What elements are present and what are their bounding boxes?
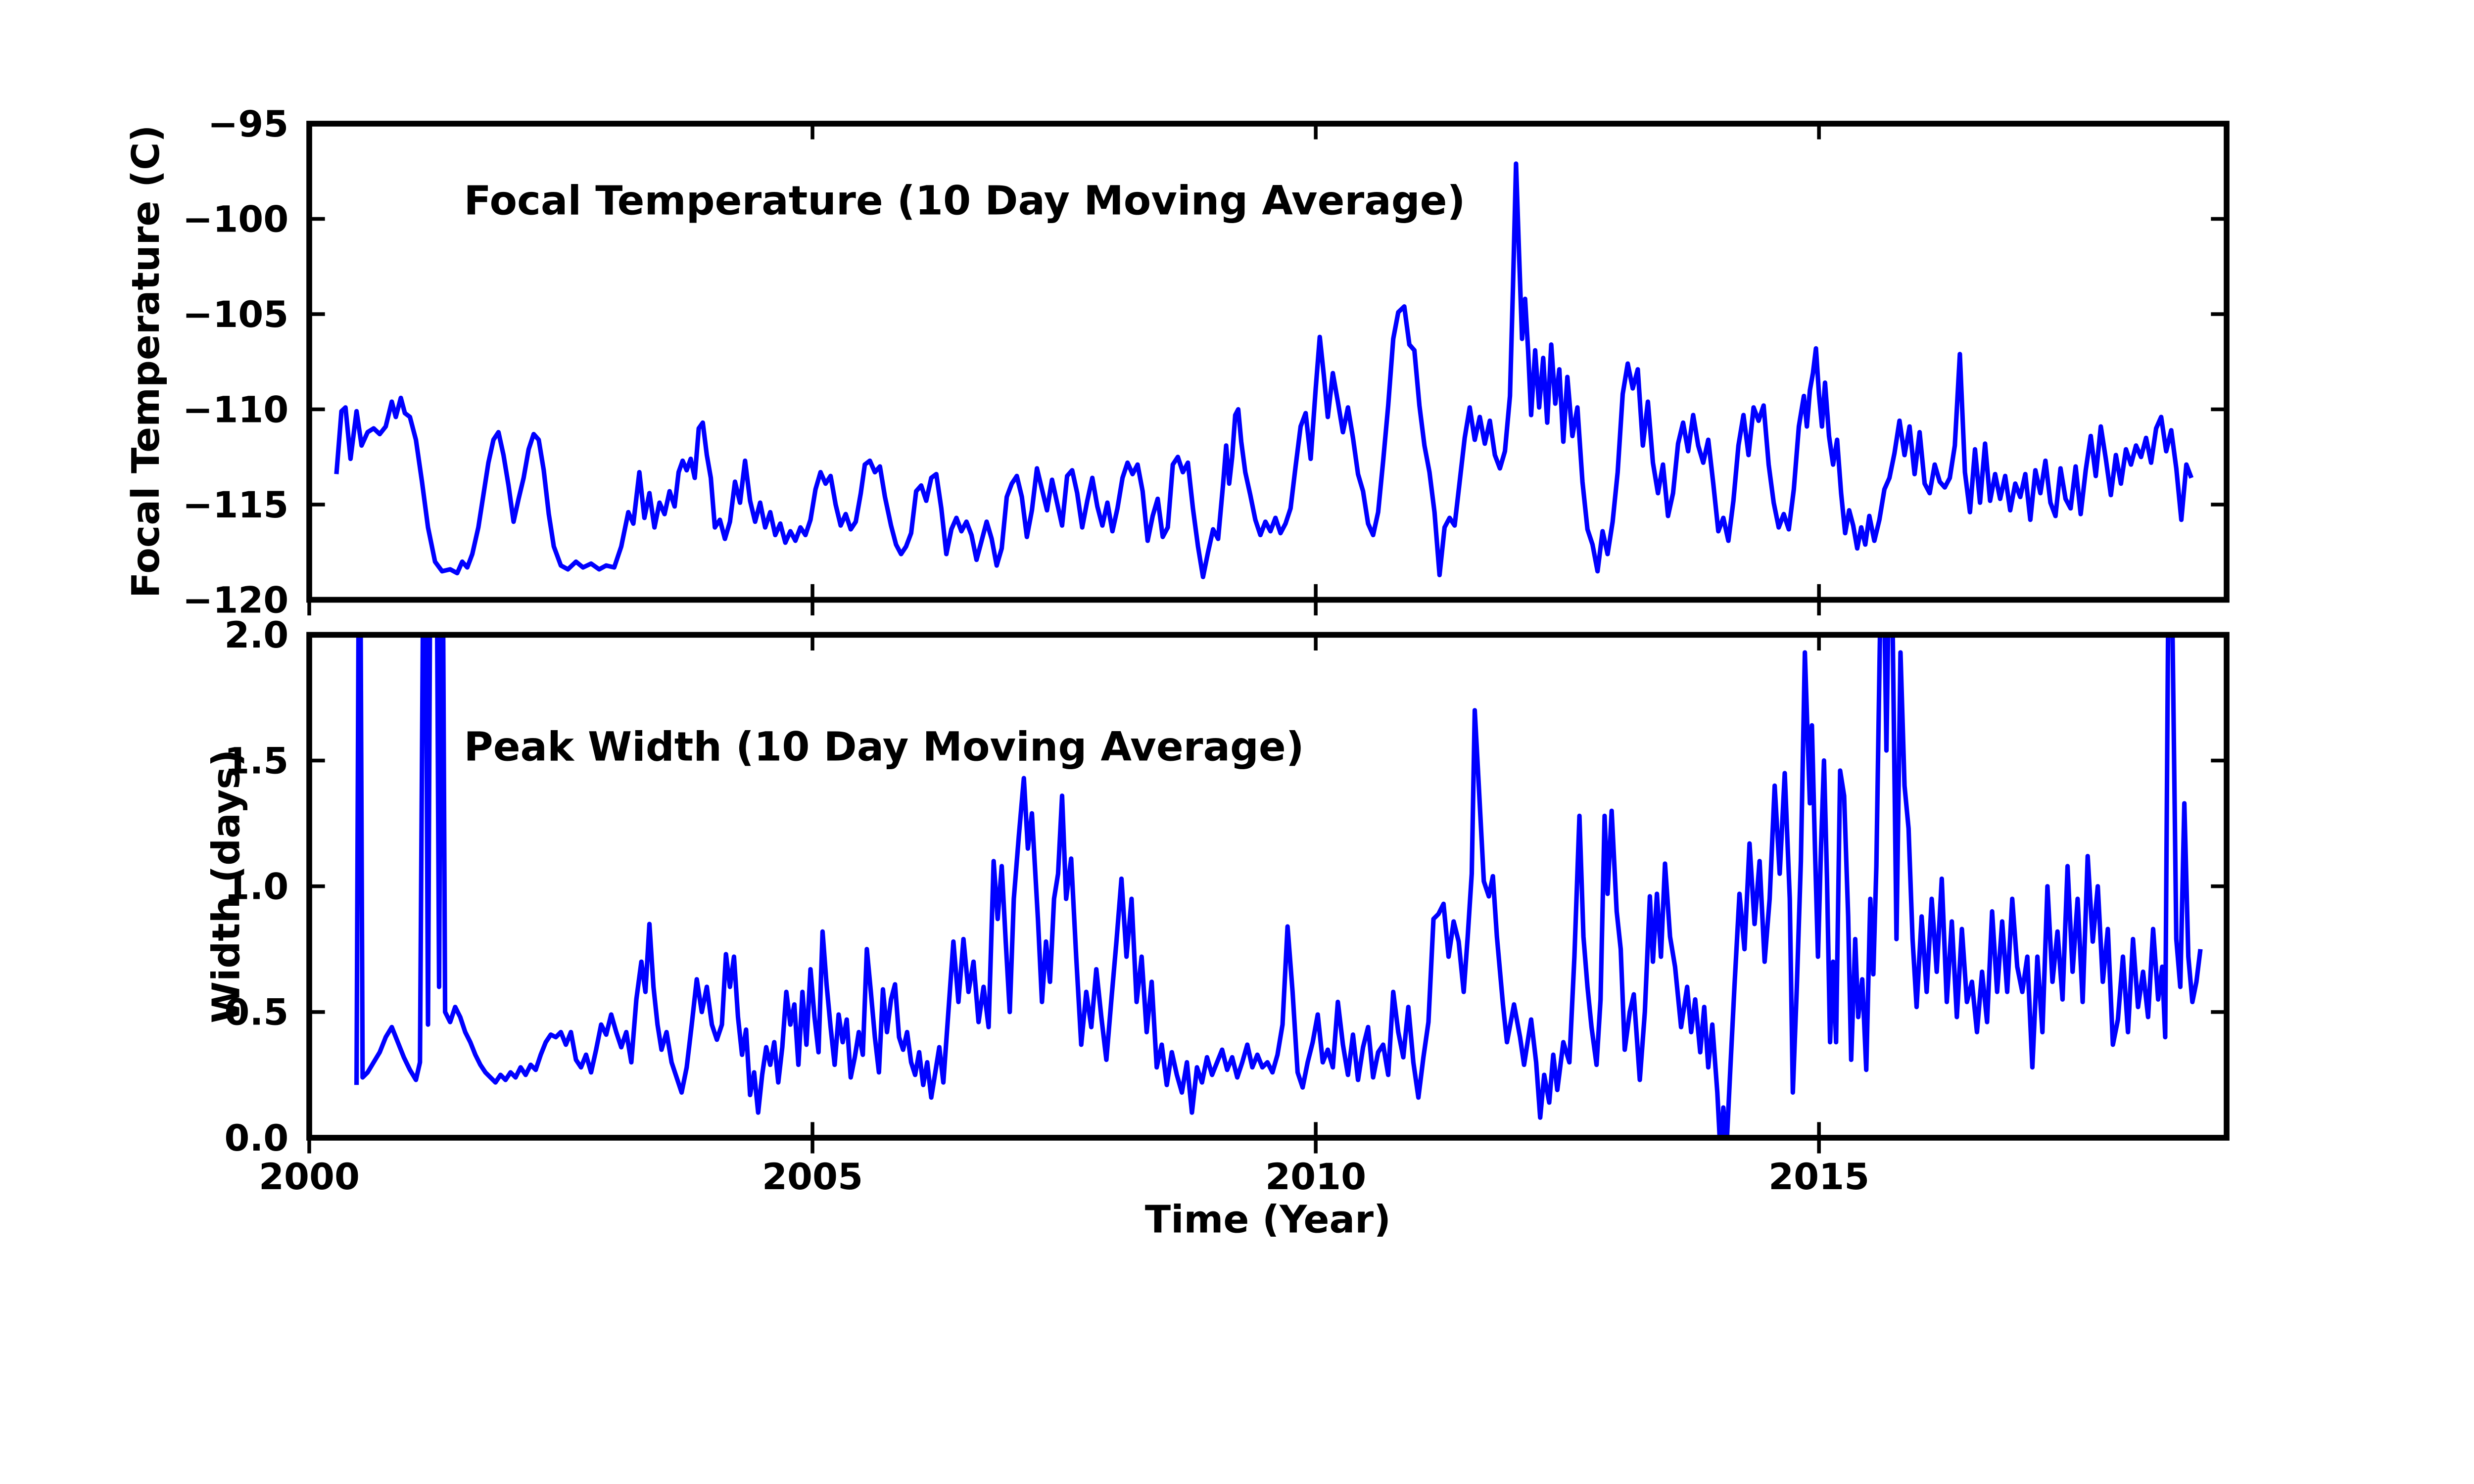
y-tick-label: −100	[183, 198, 289, 240]
x-axis-label: Time (Year)	[1145, 1198, 1391, 1237]
y-tick-label: −95	[208, 103, 289, 145]
panel-focal-temperature: Focal Temperature (10 Day Moving Average…	[124, 103, 2230, 621]
y-tick-label: 2.0	[224, 614, 288, 656]
y-axis-label-peak-width: Width (days)	[204, 749, 248, 1023]
x-tick-label: 2000	[259, 1156, 360, 1198]
y-tick-label: −110	[183, 389, 289, 431]
y-tick-label: 0.0	[224, 1117, 288, 1159]
y-tick-label: 1.0	[224, 866, 288, 908]
y-tick-label: 0.5	[224, 992, 288, 1034]
axes-frame	[306, 121, 2230, 603]
peak-width-line	[354, 635, 2203, 1138]
y-tick-label: −120	[183, 579, 289, 621]
axes-frame	[306, 632, 2230, 1141]
x-tick-label: 2005	[762, 1156, 863, 1198]
panel-peak-width: Peak Width (10 Day Moving Average) Width…	[204, 614, 2230, 1198]
y-tick-label: 1.5	[224, 740, 288, 782]
focal-temperature-line	[334, 161, 2194, 579]
y-tick-label: −115	[183, 484, 289, 526]
panel-title-peak-width: Peak Width (10 Day Moving Average)	[464, 724, 1304, 771]
x-tick-label: 2015	[1768, 1156, 1869, 1198]
y-axis-label-focal-temperature: Focal Temperature (C)	[124, 125, 168, 598]
y-tick-label: −105	[183, 294, 289, 336]
x-tick-label: 2010	[1265, 1156, 1366, 1198]
figure: Focal Temperature (10 Day Moving Average…	[124, 103, 2230, 1237]
dual-panel-chart: Focal Temperature (10 Day Moving Average…	[124, 103, 2230, 1237]
panel-title-focal-temperature: Focal Temperature (10 Day Moving Average…	[464, 178, 1466, 224]
